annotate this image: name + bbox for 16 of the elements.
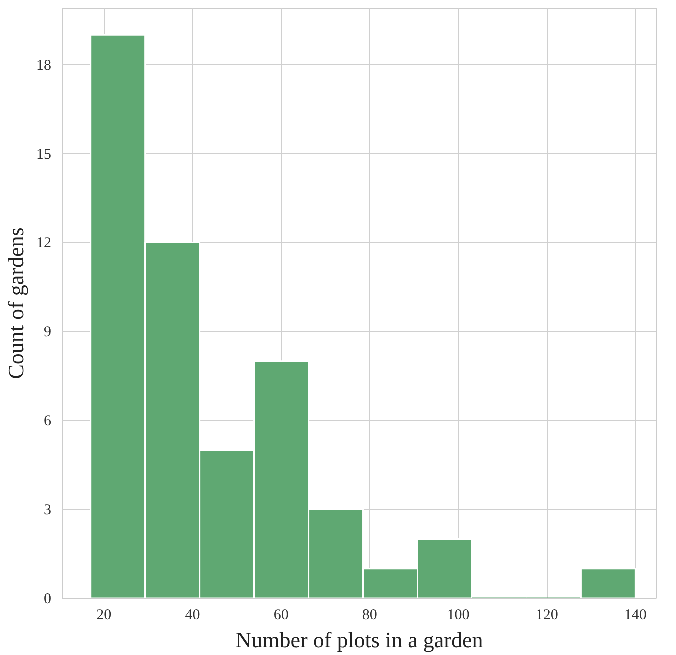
y-tick-label: 9 (44, 324, 52, 341)
y-tick-label: 0 (44, 592, 52, 608)
x-tick-label: 80 (362, 608, 378, 624)
y-tick-label: 12 (36, 236, 52, 252)
y-tick-label: 3 (44, 502, 52, 519)
x-tick-label: 140 (624, 608, 647, 624)
y-tick-label: 15 (36, 146, 52, 163)
x-axis-title: Number of plots in a garden (236, 628, 484, 652)
x-tick-label: 60 (274, 608, 289, 624)
y-tick-label: 6 (44, 414, 52, 430)
y-axis-title: Count of gardens (4, 228, 28, 380)
y-tick-label: 18 (36, 58, 52, 74)
x-tick-label: 100 (447, 608, 470, 624)
x-tick-label: 20 (96, 608, 112, 624)
x-tick-label: 120 (536, 608, 558, 624)
x-tick-label: 40 (185, 608, 200, 624)
